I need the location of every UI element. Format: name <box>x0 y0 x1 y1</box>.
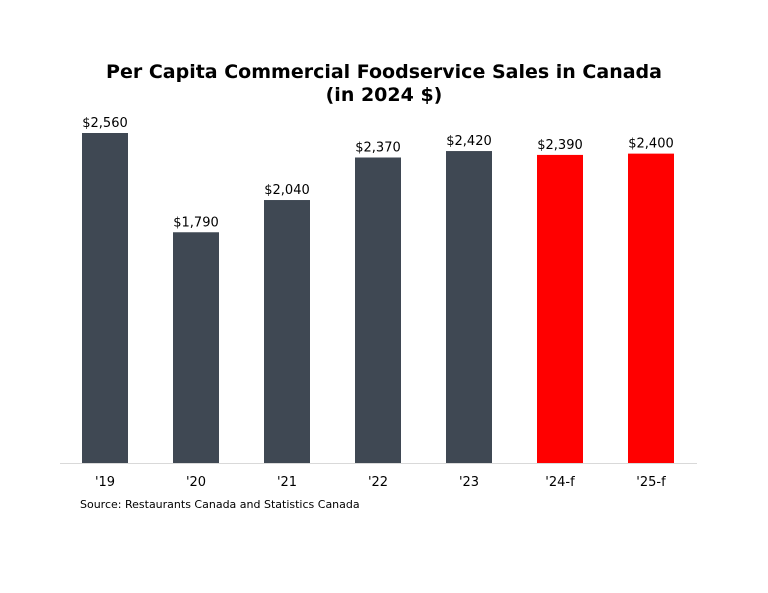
bar-4 <box>446 151 492 463</box>
data-label-1: $1,790 <box>173 215 219 230</box>
x-tick-label-2: '21 <box>277 475 297 490</box>
data-label-5: $2,390 <box>537 138 583 153</box>
x-tick-label-6: '25-f <box>636 475 666 490</box>
bar-5 <box>537 154 583 463</box>
bar-0 <box>82 133 128 463</box>
x-tick-label-0: '19 <box>95 475 115 490</box>
x-tick-label-1: '20 <box>186 475 206 490</box>
data-label-0: $2,560 <box>82 116 128 131</box>
data-label-6: $2,400 <box>628 137 674 152</box>
x-tick-label-3: '22 <box>368 475 388 490</box>
bar-2 <box>264 200 310 463</box>
x-tick-label-4: '23 <box>459 475 479 490</box>
data-label-4: $2,420 <box>446 134 492 149</box>
x-tick-label-5: '24-f <box>545 475 575 490</box>
chart-subtitle: (in 2024 $) <box>325 84 443 106</box>
chart-title: Per Capita Commercial Foodservice Sales … <box>106 61 662 83</box>
bar-3 <box>355 157 401 463</box>
bar-1 <box>173 232 219 463</box>
data-label-2: $2,040 <box>264 183 310 198</box>
source-note: Source: Restaurants Canada and Statistic… <box>80 498 360 511</box>
bar-6 <box>628 153 674 463</box>
data-label-3: $2,370 <box>355 140 401 155</box>
